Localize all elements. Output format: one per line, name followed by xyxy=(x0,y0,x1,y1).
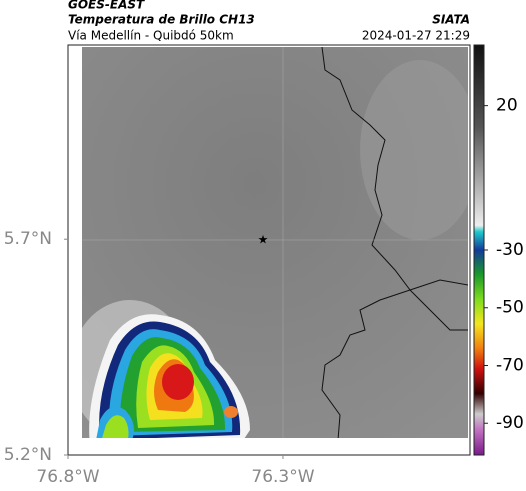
cloud-field xyxy=(360,60,468,240)
datetime: 2024-01-27 21:29 xyxy=(362,29,470,43)
storm-cell xyxy=(89,314,250,438)
colorbar-tick-label: 20 xyxy=(496,96,518,116)
satellite-image: ★ xyxy=(82,47,468,438)
colorbar xyxy=(473,44,485,456)
colorbar-tick-label: -50 xyxy=(496,298,524,318)
lon-tick-label: 76.3°W xyxy=(251,467,314,487)
borders xyxy=(321,47,468,438)
ticks: 5.2°N 5.7°N 76.8°W 76.3°W 20 -30 -50 -70 -90 xyxy=(4,96,524,487)
location-marker: ★ xyxy=(258,233,269,247)
lon-tick-label: 76.8°W xyxy=(36,467,99,487)
map-frame xyxy=(67,44,471,456)
agency: SIATA xyxy=(432,13,470,27)
lat-tick-label: 5.7°N xyxy=(4,229,52,249)
title: Temperatura de Brillo CH13 xyxy=(68,13,255,27)
subtitle: Vía Medellín - Quibdó 50km xyxy=(68,29,234,43)
colorbar-tick-label: -70 xyxy=(496,355,524,375)
colorbar-tick-label: -30 xyxy=(496,240,524,260)
source: GOES-EAST xyxy=(68,0,145,12)
lat-tick-label: 5.2°N xyxy=(4,445,52,465)
colorbar-tick-label: -90 xyxy=(496,413,524,433)
